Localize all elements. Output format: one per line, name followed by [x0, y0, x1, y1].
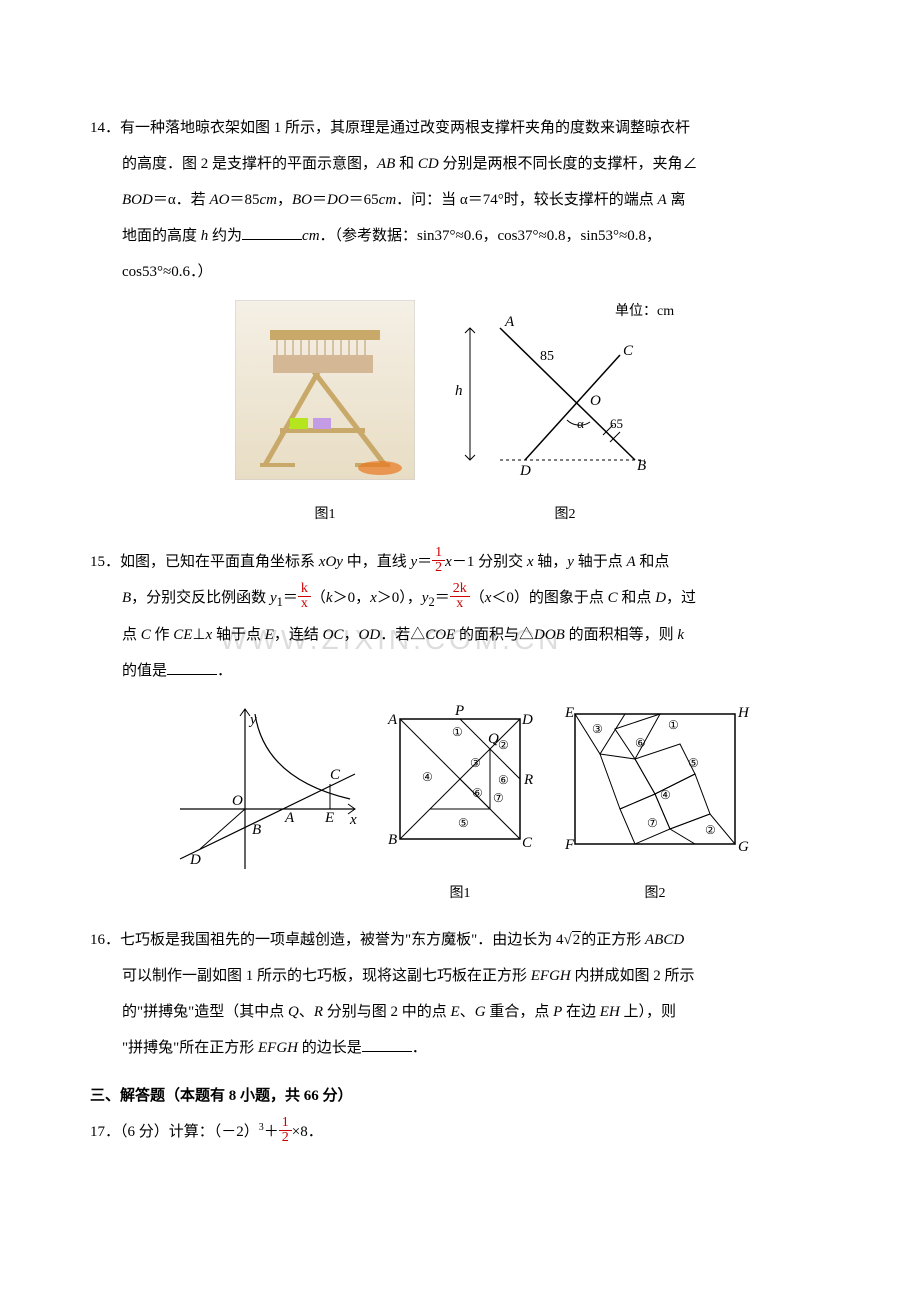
svg-text:F: F: [564, 837, 575, 853]
svg-text:y: y: [248, 712, 257, 728]
coord-graph: y x O A B C D E: [170, 699, 360, 874]
rack-diagram: 单位：cm A C O D B h 85 α 65: [445, 300, 685, 480]
q15-line3: 点 C 作 CE⊥x 轴于点 E，连结 OC，OD．若△COE 的面积与△DOB…: [90, 617, 830, 653]
svg-text:P: P: [454, 703, 464, 719]
question-17: 17．（6 分）计算：（－2）3＋12×8．: [90, 1114, 830, 1150]
question-14: 14．有一种落地晾衣架如图 1 所示，其原理是通过改变两根支撑杆夹角的度数来调整…: [90, 110, 830, 532]
q14-line4: 地面的高度 h 约为cm．（参考数据：sin37°≈0.6，cos37°≈0.8…: [90, 218, 830, 254]
sqrt-2: 2: [564, 922, 582, 958]
svg-text:①: ①: [452, 725, 463, 739]
q15-line2: B，分别交反比例函数 y1＝kx（k＞0，x＞0），y2＝2kx（x＜0）的图象…: [90, 580, 830, 617]
svg-text:③: ③: [470, 756, 481, 770]
blank-q16: [362, 1037, 412, 1052]
q14-fig1: 图1: [235, 300, 415, 532]
svg-text:E: E: [324, 810, 334, 826]
fig1-caption: 图1: [235, 498, 415, 532]
svg-text:②: ②: [498, 738, 509, 752]
svg-text:A: A: [387, 712, 398, 728]
tangram-fig2: E H F G ③ ① ⑥ ④ ⑤ ② ⑦ 图2: [560, 699, 750, 911]
tangram1-caption: 图1: [380, 877, 540, 911]
svg-text:A: A: [284, 810, 295, 826]
q17-number: 17．: [90, 1124, 120, 1140]
fig2-caption: 图2: [445, 498, 685, 532]
tangram-rabbit: E H F G ③ ① ⑥ ④ ⑤ ② ⑦: [560, 699, 750, 859]
svg-text:H: H: [737, 705, 750, 721]
blank-q15: [167, 660, 217, 675]
svg-text:G: G: [738, 839, 749, 855]
svg-text:B: B: [388, 832, 397, 848]
q15-number: 15．: [90, 554, 120, 570]
svg-text:D: D: [519, 463, 531, 479]
q14-line3: BOD＝α．若 AO＝85cm，BO＝DO＝65cm．问：当 α＝74°时，较长…: [90, 182, 830, 218]
q16-line3: 的"拼搏兔"造型（其中点 Q、R 分别与图 2 中的点 E、G 重合，点 P 在…: [90, 994, 830, 1030]
svg-text:B: B: [252, 822, 261, 838]
tangram-square: A D B C P Q R ① ② ③ ④ ⑤ ⑥ ⑦ ⑥: [380, 699, 540, 859]
tangram2-caption: 图2: [560, 877, 750, 911]
svg-text:④: ④: [422, 770, 433, 784]
svg-text:O: O: [232, 793, 243, 809]
svg-text:⑦: ⑦: [647, 816, 658, 830]
svg-text:单位：cm: 单位：cm: [615, 303, 674, 319]
svg-text:65: 65: [610, 416, 623, 431]
svg-text:C: C: [623, 343, 634, 359]
svg-text:D: D: [521, 712, 533, 728]
q15-figures: y x O A B C D E A D B C P: [90, 699, 830, 911]
svg-text:⑥: ⑥: [498, 773, 509, 787]
svg-text:⑤: ⑤: [688, 756, 699, 770]
svg-text:R: R: [523, 772, 533, 788]
q14-number: 14．: [90, 120, 120, 136]
svg-text:O: O: [590, 393, 601, 409]
svg-text:⑦: ⑦: [493, 791, 504, 805]
question-16: 16．七巧板是我国祖先的一项卓越创造，被誉为"东方魔板"．由边长为 42的正方形…: [90, 922, 830, 1066]
svg-text:①: ①: [668, 718, 679, 732]
svg-text:③: ③: [592, 722, 603, 736]
q14-line5: cos53°≈0.6．）: [90, 254, 830, 290]
svg-text:C: C: [330, 767, 341, 783]
q14-fig2: 单位：cm A C O D B h 85 α 65 图2: [445, 300, 685, 532]
q14-line2: 的高度．图 2 是支撑杆的平面示意图，AB 和 CD 分别是两根不同长度的支撑杆…: [90, 146, 830, 182]
svg-text:h: h: [455, 383, 463, 399]
svg-text:⑥: ⑥: [635, 736, 646, 750]
svg-text:B: B: [637, 458, 646, 474]
q15-line4: 的值是．: [90, 653, 830, 689]
q16-number: 16．: [90, 932, 120, 948]
svg-text:E: E: [564, 705, 574, 721]
question-15: 15．如图，已知在平面直角坐标系 xOy 中，直线 y＝12x－1 分别交 x …: [90, 544, 830, 911]
svg-text:α: α: [577, 416, 584, 431]
svg-text:④: ④: [660, 788, 671, 802]
clothes-rack-photo: [235, 300, 415, 480]
q16-line2: 可以制作一副如图 1 所示的七巧板，现将这副七巧板在正方形 EFGH 内拼成如图…: [90, 958, 830, 994]
svg-text:D: D: [189, 852, 201, 868]
q16-line4: "拼搏兔"所在正方形 EFGH 的边长是．: [90, 1030, 830, 1066]
q14-figures: 图1 单位：cm A C O D B h 85 α 65: [90, 300, 830, 532]
blank-q14: [242, 225, 302, 240]
svg-text:85: 85: [540, 349, 554, 364]
svg-text:C: C: [522, 835, 533, 851]
svg-text:⑤: ⑤: [458, 816, 469, 830]
svg-text:⑥: ⑥: [472, 786, 483, 800]
svg-text:②: ②: [705, 823, 716, 837]
svg-text:x: x: [349, 812, 357, 828]
svg-text:A: A: [504, 314, 515, 330]
q14-text: 有一种落地晾衣架如图 1 所示，其原理是通过改变两根支撑杆夹角的度数来调整晾衣杆: [120, 120, 690, 136]
tangram-fig1: A D B C P Q R ① ② ③ ④ ⑤ ⑥ ⑦ ⑥ 图1: [380, 699, 540, 911]
section-3-title: 三、解答题（本题有 8 小题，共 66 分）: [90, 1078, 830, 1114]
